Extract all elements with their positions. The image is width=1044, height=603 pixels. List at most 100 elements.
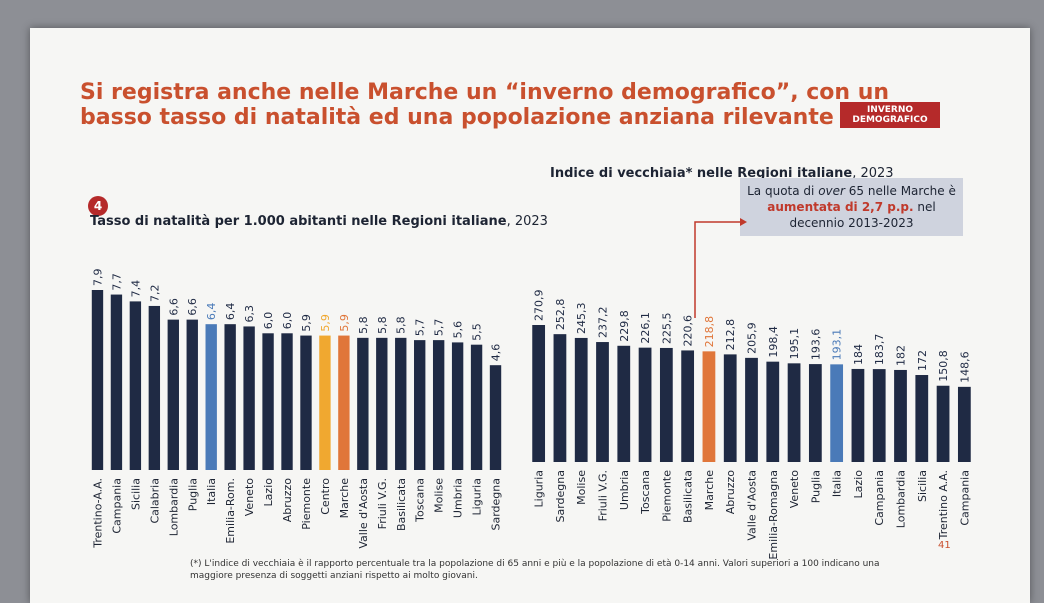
bar bbox=[167, 319, 179, 470]
value-label: 7,4 bbox=[129, 280, 142, 298]
value-label: 193,1 bbox=[831, 329, 844, 361]
bar bbox=[489, 365, 502, 470]
bar bbox=[205, 324, 217, 470]
x-tick-label: Umbria bbox=[452, 478, 465, 518]
x-tick-label: Basilicata bbox=[395, 478, 408, 531]
x-tick-label: Lazio bbox=[852, 470, 865, 499]
bar bbox=[470, 344, 483, 470]
bar bbox=[357, 337, 369, 470]
x-tick-label: Liguria bbox=[471, 478, 484, 515]
bar bbox=[702, 351, 716, 462]
value-label: 184 bbox=[852, 344, 865, 365]
value-label: 220,6 bbox=[682, 315, 695, 347]
bar bbox=[224, 324, 236, 470]
callout: La quota di over 65 nelle Marche è aumen… bbox=[740, 178, 963, 236]
value-label: 237,2 bbox=[597, 307, 610, 339]
value-label: 6,6 bbox=[186, 298, 199, 316]
value-label: 226,1 bbox=[639, 312, 652, 344]
charts: 7,9 Trentino-A.A. 7,7 Campania 7,4 Sicilia 7,2… bbox=[91, 218, 971, 560]
callout-highlight: aumentata di 2,7 p.p. bbox=[767, 200, 914, 214]
x-tick-label: Abruzzo bbox=[281, 478, 294, 523]
value-label: 6,0 bbox=[262, 312, 275, 330]
value-label: 198,4 bbox=[767, 326, 780, 358]
value-label: 218,8 bbox=[703, 316, 716, 348]
value-label: 6,4 bbox=[224, 303, 237, 321]
value-label: 5,8 bbox=[395, 316, 408, 334]
x-tick-label: Valle d'Aosta bbox=[357, 478, 370, 549]
value-label: 7,7 bbox=[110, 273, 123, 291]
x-tick-label: Lombardia bbox=[167, 478, 180, 536]
bar bbox=[957, 386, 971, 462]
value-label: 193,6 bbox=[809, 329, 822, 361]
bar bbox=[110, 294, 123, 470]
value-label: 5,9 bbox=[319, 314, 332, 332]
bar bbox=[787, 363, 801, 462]
x-tick-label: Sicilia bbox=[916, 470, 929, 502]
value-label: 7,2 bbox=[148, 284, 161, 302]
page-number: 41 bbox=[938, 540, 951, 551]
x-tick-label: Friuli V.G. bbox=[376, 478, 389, 529]
value-label: 172 bbox=[916, 350, 929, 371]
bar bbox=[936, 385, 950, 462]
x-tick-label: Umbria bbox=[618, 470, 631, 510]
value-label: 229,8 bbox=[618, 310, 631, 342]
chart-subtitle: , 2023 bbox=[506, 214, 548, 229]
x-tick-label: Sardegna bbox=[554, 470, 567, 523]
bar bbox=[830, 364, 844, 462]
x-tick-label: Marche bbox=[703, 470, 716, 511]
page-title: Si registra anche nelle Marche un “inver… bbox=[80, 80, 890, 130]
value-label: 5,5 bbox=[471, 323, 484, 341]
bar bbox=[851, 368, 865, 462]
bar bbox=[766, 361, 780, 462]
value-label: 6,3 bbox=[243, 305, 256, 323]
x-tick-label: Puglia bbox=[186, 478, 199, 511]
x-tick-label: Emilia-Rom. bbox=[224, 478, 237, 544]
callout-arrow bbox=[694, 221, 740, 318]
x-tick-label: Calabria bbox=[148, 478, 161, 524]
bar bbox=[532, 325, 546, 462]
x-tick-label: Lombardia bbox=[895, 470, 908, 528]
bar bbox=[638, 347, 652, 462]
x-tick-label: Marche bbox=[338, 478, 351, 519]
x-tick-label: Italia bbox=[205, 478, 218, 505]
callout-text: 65 nelle Marche è bbox=[844, 184, 956, 198]
bar bbox=[894, 369, 907, 462]
bar bbox=[395, 337, 407, 470]
bar bbox=[745, 357, 758, 462]
chart-title: Tasso di natalità per 1.000 abitanti nel… bbox=[90, 214, 548, 229]
x-tick-label: Liguria bbox=[533, 470, 546, 507]
value-label: 6,0 bbox=[281, 312, 294, 330]
value-label: 6,4 bbox=[205, 303, 218, 321]
x-tick-label: Sardegna bbox=[490, 478, 503, 531]
value-label: 150,8 bbox=[937, 350, 950, 382]
value-label: 212,8 bbox=[724, 319, 737, 351]
bar bbox=[148, 305, 161, 470]
chart-number: 4 bbox=[88, 196, 108, 216]
footnote: (*) L'indice di vecchiaia è il rapporto … bbox=[190, 559, 880, 581]
bar bbox=[574, 337, 588, 462]
x-tick-label: Sicilia bbox=[129, 478, 142, 510]
bar bbox=[91, 290, 104, 470]
x-tick-label: Molise bbox=[433, 478, 446, 513]
bar bbox=[659, 347, 673, 462]
value-label: 5,7 bbox=[414, 319, 427, 337]
value-label: 5,8 bbox=[357, 316, 370, 334]
value-label: 5,6 bbox=[452, 321, 465, 339]
bar bbox=[262, 333, 274, 470]
value-label: 270,9 bbox=[533, 290, 546, 322]
value-label: 245,3 bbox=[575, 302, 588, 334]
x-tick-label: Piemonte bbox=[300, 478, 313, 530]
x-tick-label: Puglia bbox=[809, 470, 822, 503]
value-label: 195,1 bbox=[788, 328, 801, 360]
chart-title-text: Indice di vecchiaia* nelle Regioni itali… bbox=[550, 166, 853, 181]
chart-title: Indice di vecchiaia* nelle Regioni itali… bbox=[550, 166, 894, 181]
x-tick-label: Campania bbox=[873, 470, 886, 526]
callout-text: nel decennio 2013-2023 bbox=[789, 200, 936, 230]
x-tick-label: Veneto bbox=[243, 478, 256, 516]
bar bbox=[451, 342, 464, 470]
callout-text: over bbox=[818, 184, 845, 198]
screenshot: { "header": {"title": "Si registra anche… bbox=[30, 28, 1030, 603]
x-tick-label: Valle d'Aosta bbox=[746, 470, 759, 541]
x-tick-label: Trentino A.A. bbox=[937, 470, 950, 540]
bar bbox=[915, 375, 929, 462]
